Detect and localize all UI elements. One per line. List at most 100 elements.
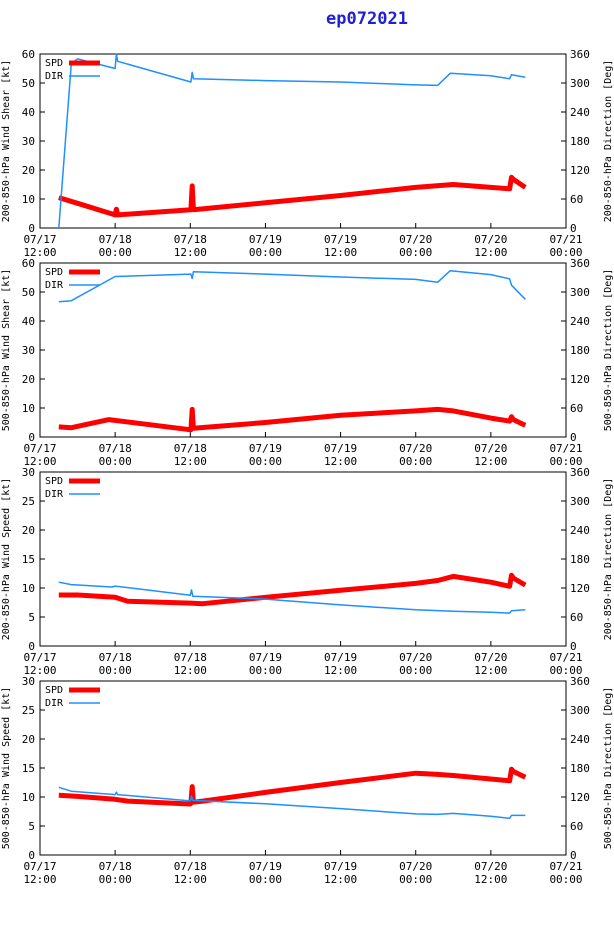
x-tick-time-label: 12:00: [23, 664, 56, 677]
x-tick-time-label: 12:00: [474, 873, 507, 886]
y-axis-label: 500-850-hPa Wind Shear [kt]: [1, 269, 12, 432]
y2-tick-label: 300: [570, 77, 590, 90]
x-tick-day-label: 07/20: [399, 442, 432, 455]
legend-dir-label: DIR: [45, 71, 64, 82]
plot-frame: [39, 262, 567, 438]
y2-axis-label: 500-850-hPa Direction [Deg]: [603, 687, 614, 850]
x-tick-day-label: 07/17: [23, 233, 56, 246]
chart-panel-4: 05101520253006012018024030036007/1712:00…: [1, 675, 614, 886]
y-tick-label: 20: [22, 733, 35, 746]
y-tick-label: 15: [22, 762, 35, 775]
y2-tick-label: 60: [570, 611, 583, 624]
y-tick-label: 0: [28, 222, 35, 235]
y-tick-label: 5: [28, 820, 35, 833]
x-tick-time-label: 00:00: [399, 246, 432, 259]
y2-axis-label: 200-850-hPa Direction [Deg]: [603, 60, 614, 223]
y2-tick-label: 180: [570, 135, 590, 148]
y2-axis-label: 200-850-hPa Direction [Deg]: [603, 478, 614, 641]
y2-tick-label: 360: [570, 48, 590, 61]
x-tick-time-label: 00:00: [399, 455, 432, 468]
x-tick-day-label: 07/18: [174, 651, 207, 664]
y2-tick-label: 180: [570, 344, 590, 357]
x-tick-day-label: 07/20: [474, 233, 507, 246]
x-tick-day-label: 07/18: [99, 860, 132, 873]
x-tick-time-label: 12:00: [23, 246, 56, 259]
x-tick-day-label: 07/21: [549, 860, 582, 873]
x-tick-day-label: 07/19: [324, 233, 357, 246]
x-tick-day-label: 07/20: [474, 651, 507, 664]
legend-spd-label: SPD: [45, 685, 63, 696]
y2-tick-label: 240: [570, 315, 590, 328]
y-tick-label: 50: [22, 77, 35, 90]
x-tick-day-label: 07/18: [99, 651, 132, 664]
spd-series-line: [58, 766, 527, 807]
x-tick-time-label: 00:00: [249, 455, 282, 468]
y2-tick-label: 360: [570, 257, 590, 270]
y-tick-label: 10: [22, 582, 35, 595]
y-tick-label: 10: [22, 402, 35, 415]
x-tick-time-label: 12:00: [324, 873, 357, 886]
x-tick-day-label: 07/19: [324, 442, 357, 455]
x-tick-time-label: 00:00: [99, 664, 132, 677]
x-tick-time-label: 00:00: [99, 246, 132, 259]
y-tick-label: 30: [22, 675, 35, 688]
y-tick-label: 30: [22, 135, 35, 148]
x-tick-time-label: 00:00: [249, 664, 282, 677]
y2-tick-label: 120: [570, 373, 590, 386]
y2-tick-label: 120: [570, 582, 590, 595]
x-tick-day-label: 07/20: [399, 860, 432, 873]
x-tick-day-label: 07/20: [399, 233, 432, 246]
y-tick-label: 0: [28, 640, 35, 653]
x-tick-day-label: 07/19: [324, 651, 357, 664]
x-tick-time-label: 12:00: [324, 664, 357, 677]
chart-panel-3: 05101520253006012018024030036007/1712:00…: [1, 466, 614, 677]
y2-tick-label: 240: [570, 733, 590, 746]
plot-frame: [39, 471, 567, 647]
x-tick-time-label: 00:00: [99, 873, 132, 886]
x-tick-day-label: 07/19: [324, 860, 357, 873]
y2-tick-label: 360: [570, 675, 590, 688]
x-tick-day-label: 07/18: [174, 233, 207, 246]
x-tick-time-label: 12:00: [174, 246, 207, 259]
legend-dir-label: DIR: [45, 489, 64, 500]
y2-tick-label: 300: [570, 495, 590, 508]
spd-series-line: [58, 572, 527, 607]
x-tick-time-label: 00:00: [549, 873, 582, 886]
x-tick-time-label: 00:00: [549, 455, 582, 468]
y2-tick-label: 0: [570, 849, 577, 862]
x-tick-time-label: 12:00: [474, 664, 507, 677]
legend-spd-label: SPD: [45, 58, 63, 69]
x-tick-day-label: 07/18: [174, 860, 207, 873]
x-tick-time-label: 00:00: [399, 664, 432, 677]
y-axis-label: 200-850-hPa Wind Shear [kt]: [1, 60, 12, 223]
chart-panel-1: 010203040506006012018024030036007/1712:0…: [1, 48, 614, 259]
y-tick-label: 0: [28, 849, 35, 862]
x-tick-day-label: 07/21: [549, 233, 582, 246]
x-tick-day-label: 07/19: [249, 651, 282, 664]
x-tick-day-label: 07/20: [474, 442, 507, 455]
y2-tick-label: 240: [570, 524, 590, 537]
y2-tick-label: 300: [570, 286, 590, 299]
y2-tick-label: 60: [570, 193, 583, 206]
x-tick-time-label: 12:00: [23, 873, 56, 886]
y-tick-label: 60: [22, 48, 35, 61]
x-tick-time-label: 00:00: [99, 455, 132, 468]
x-tick-time-label: 12:00: [474, 455, 507, 468]
x-tick-time-label: 00:00: [549, 246, 582, 259]
y-tick-label: 50: [22, 286, 35, 299]
x-tick-time-label: 00:00: [399, 873, 432, 886]
y2-tick-label: 0: [570, 640, 577, 653]
x-tick-day-label: 07/20: [474, 860, 507, 873]
x-tick-time-label: 12:00: [23, 455, 56, 468]
y2-tick-label: 360: [570, 466, 590, 479]
y2-tick-label: 240: [570, 106, 590, 119]
y2-axis-label: 500-850-hPa Direction [Deg]: [603, 269, 614, 432]
y2-tick-label: 120: [570, 791, 590, 804]
x-tick-day-label: 07/17: [23, 860, 56, 873]
legend-spd-label: SPD: [45, 267, 63, 278]
y2-tick-label: 0: [570, 222, 577, 235]
x-tick-day-label: 07/21: [549, 442, 582, 455]
spd-series-line: [58, 174, 527, 218]
y2-tick-label: 180: [570, 553, 590, 566]
